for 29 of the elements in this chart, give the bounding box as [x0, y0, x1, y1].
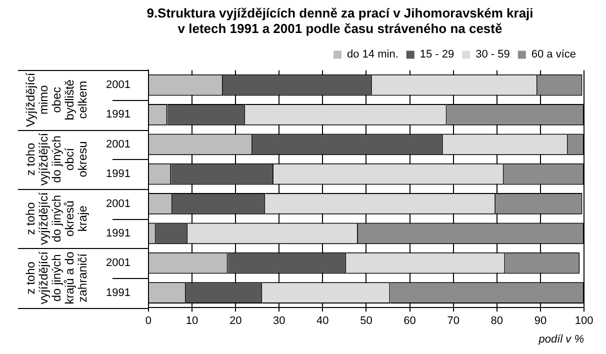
x-tick-label: 100 — [574, 315, 594, 328]
text: Vyjíždějící mimo obec bydliště celkem — [23, 72, 90, 127]
legend-label: 15 - 29 — [420, 48, 454, 61]
legend-label: do 14 min. — [347, 48, 398, 61]
y-tick-label: 1991 — [106, 168, 130, 180]
x-tick-label: 40 — [316, 315, 329, 328]
text: z toho vyjíždějící do jiných okresů kraje — [23, 192, 90, 245]
x-tick-label: 80 — [490, 315, 504, 328]
x-tick-label: 50 — [360, 315, 372, 328]
text: z toho vyjíždějící do jiných obcí okresu — [23, 132, 90, 186]
chart-title: 9.Struktura vyjíždějících denně za prací v Jihomoravském kraji v letech 1991 a 2001 podle času stráveného na cestě — [146, 5, 534, 36]
y-tick-label: 1991 — [106, 227, 130, 240]
legend-label: 30 - 59 — [476, 48, 510, 61]
x-tick-label: 20 — [229, 315, 242, 328]
x-tick-label: 30 — [273, 315, 286, 328]
text: z toho vyjíždějící do jiných krajů a do zahraničí — [23, 250, 90, 304]
legend-label: 60 a více — [531, 48, 576, 61]
y-tick-label: 1991 — [106, 108, 130, 121]
y-tick-label: 2001 — [106, 79, 130, 92]
x-tick-label: 10 — [186, 315, 198, 328]
y-tick-label: 1991 — [106, 286, 130, 299]
x-tick-label: 90 — [534, 315, 547, 328]
y-tick-label: 2001 — [106, 198, 130, 210]
x-tick-label: 60 — [404, 315, 416, 328]
x-axis-title: podíl v % — [538, 333, 584, 346]
y-tick-label: 2001 — [106, 138, 130, 150]
x-tick-label: 0 — [145, 315, 152, 328]
x-tick-label: 70 — [447, 315, 460, 328]
y-tick-label: 2001 — [106, 257, 130, 270]
